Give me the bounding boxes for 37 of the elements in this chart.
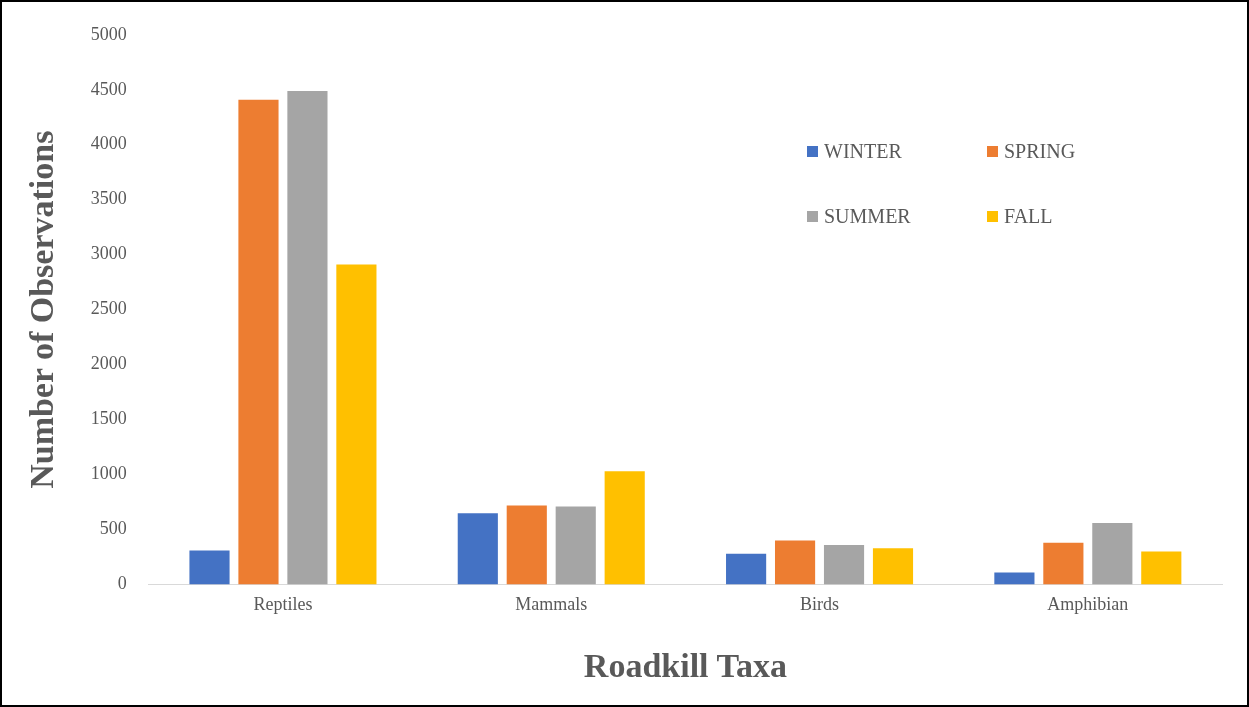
bar <box>555 506 596 585</box>
y-tick-label: 3000 <box>90 243 127 264</box>
bar <box>1141 551 1182 585</box>
legend-label: SUMMER <box>824 205 911 228</box>
bar <box>823 545 865 585</box>
legend-label: SPRING <box>1004 140 1076 163</box>
bar <box>1092 523 1133 585</box>
y-tick-label: 1500 <box>90 408 127 429</box>
bar <box>506 505 547 585</box>
y-tick-label: 3500 <box>90 188 127 209</box>
y-tick-label: 4000 <box>90 133 127 154</box>
bar <box>774 540 816 585</box>
x-axis-title: Roadkill Taxa <box>583 647 787 685</box>
y-tick-label: 5000 <box>90 23 127 44</box>
bar <box>287 90 328 585</box>
y-tick-label: 1000 <box>90 463 127 484</box>
y-axis-title: Number of Observations <box>23 130 61 489</box>
bar <box>189 550 230 585</box>
bar <box>457 513 498 585</box>
y-tick-label: 4500 <box>90 78 127 99</box>
bar <box>1043 542 1084 585</box>
legend-label: FALL <box>1004 205 1053 228</box>
bar <box>604 471 645 585</box>
y-tick-label: 500 <box>99 518 127 539</box>
bar <box>726 553 767 585</box>
y-tick-label: 0 <box>117 573 127 594</box>
x-tick-label: Mammals <box>515 594 588 615</box>
legend-label: WINTER <box>824 140 902 163</box>
x-tick-label: Reptiles <box>253 594 313 615</box>
bar <box>238 99 279 585</box>
bar <box>872 548 914 585</box>
bar <box>336 264 377 585</box>
y-tick-label: 2500 <box>90 298 127 319</box>
x-tick-label: Amphibian <box>1047 594 1129 615</box>
x-tick-label: Birds <box>800 594 840 615</box>
y-tick-label: 2000 <box>90 353 127 374</box>
bar <box>994 572 1035 585</box>
